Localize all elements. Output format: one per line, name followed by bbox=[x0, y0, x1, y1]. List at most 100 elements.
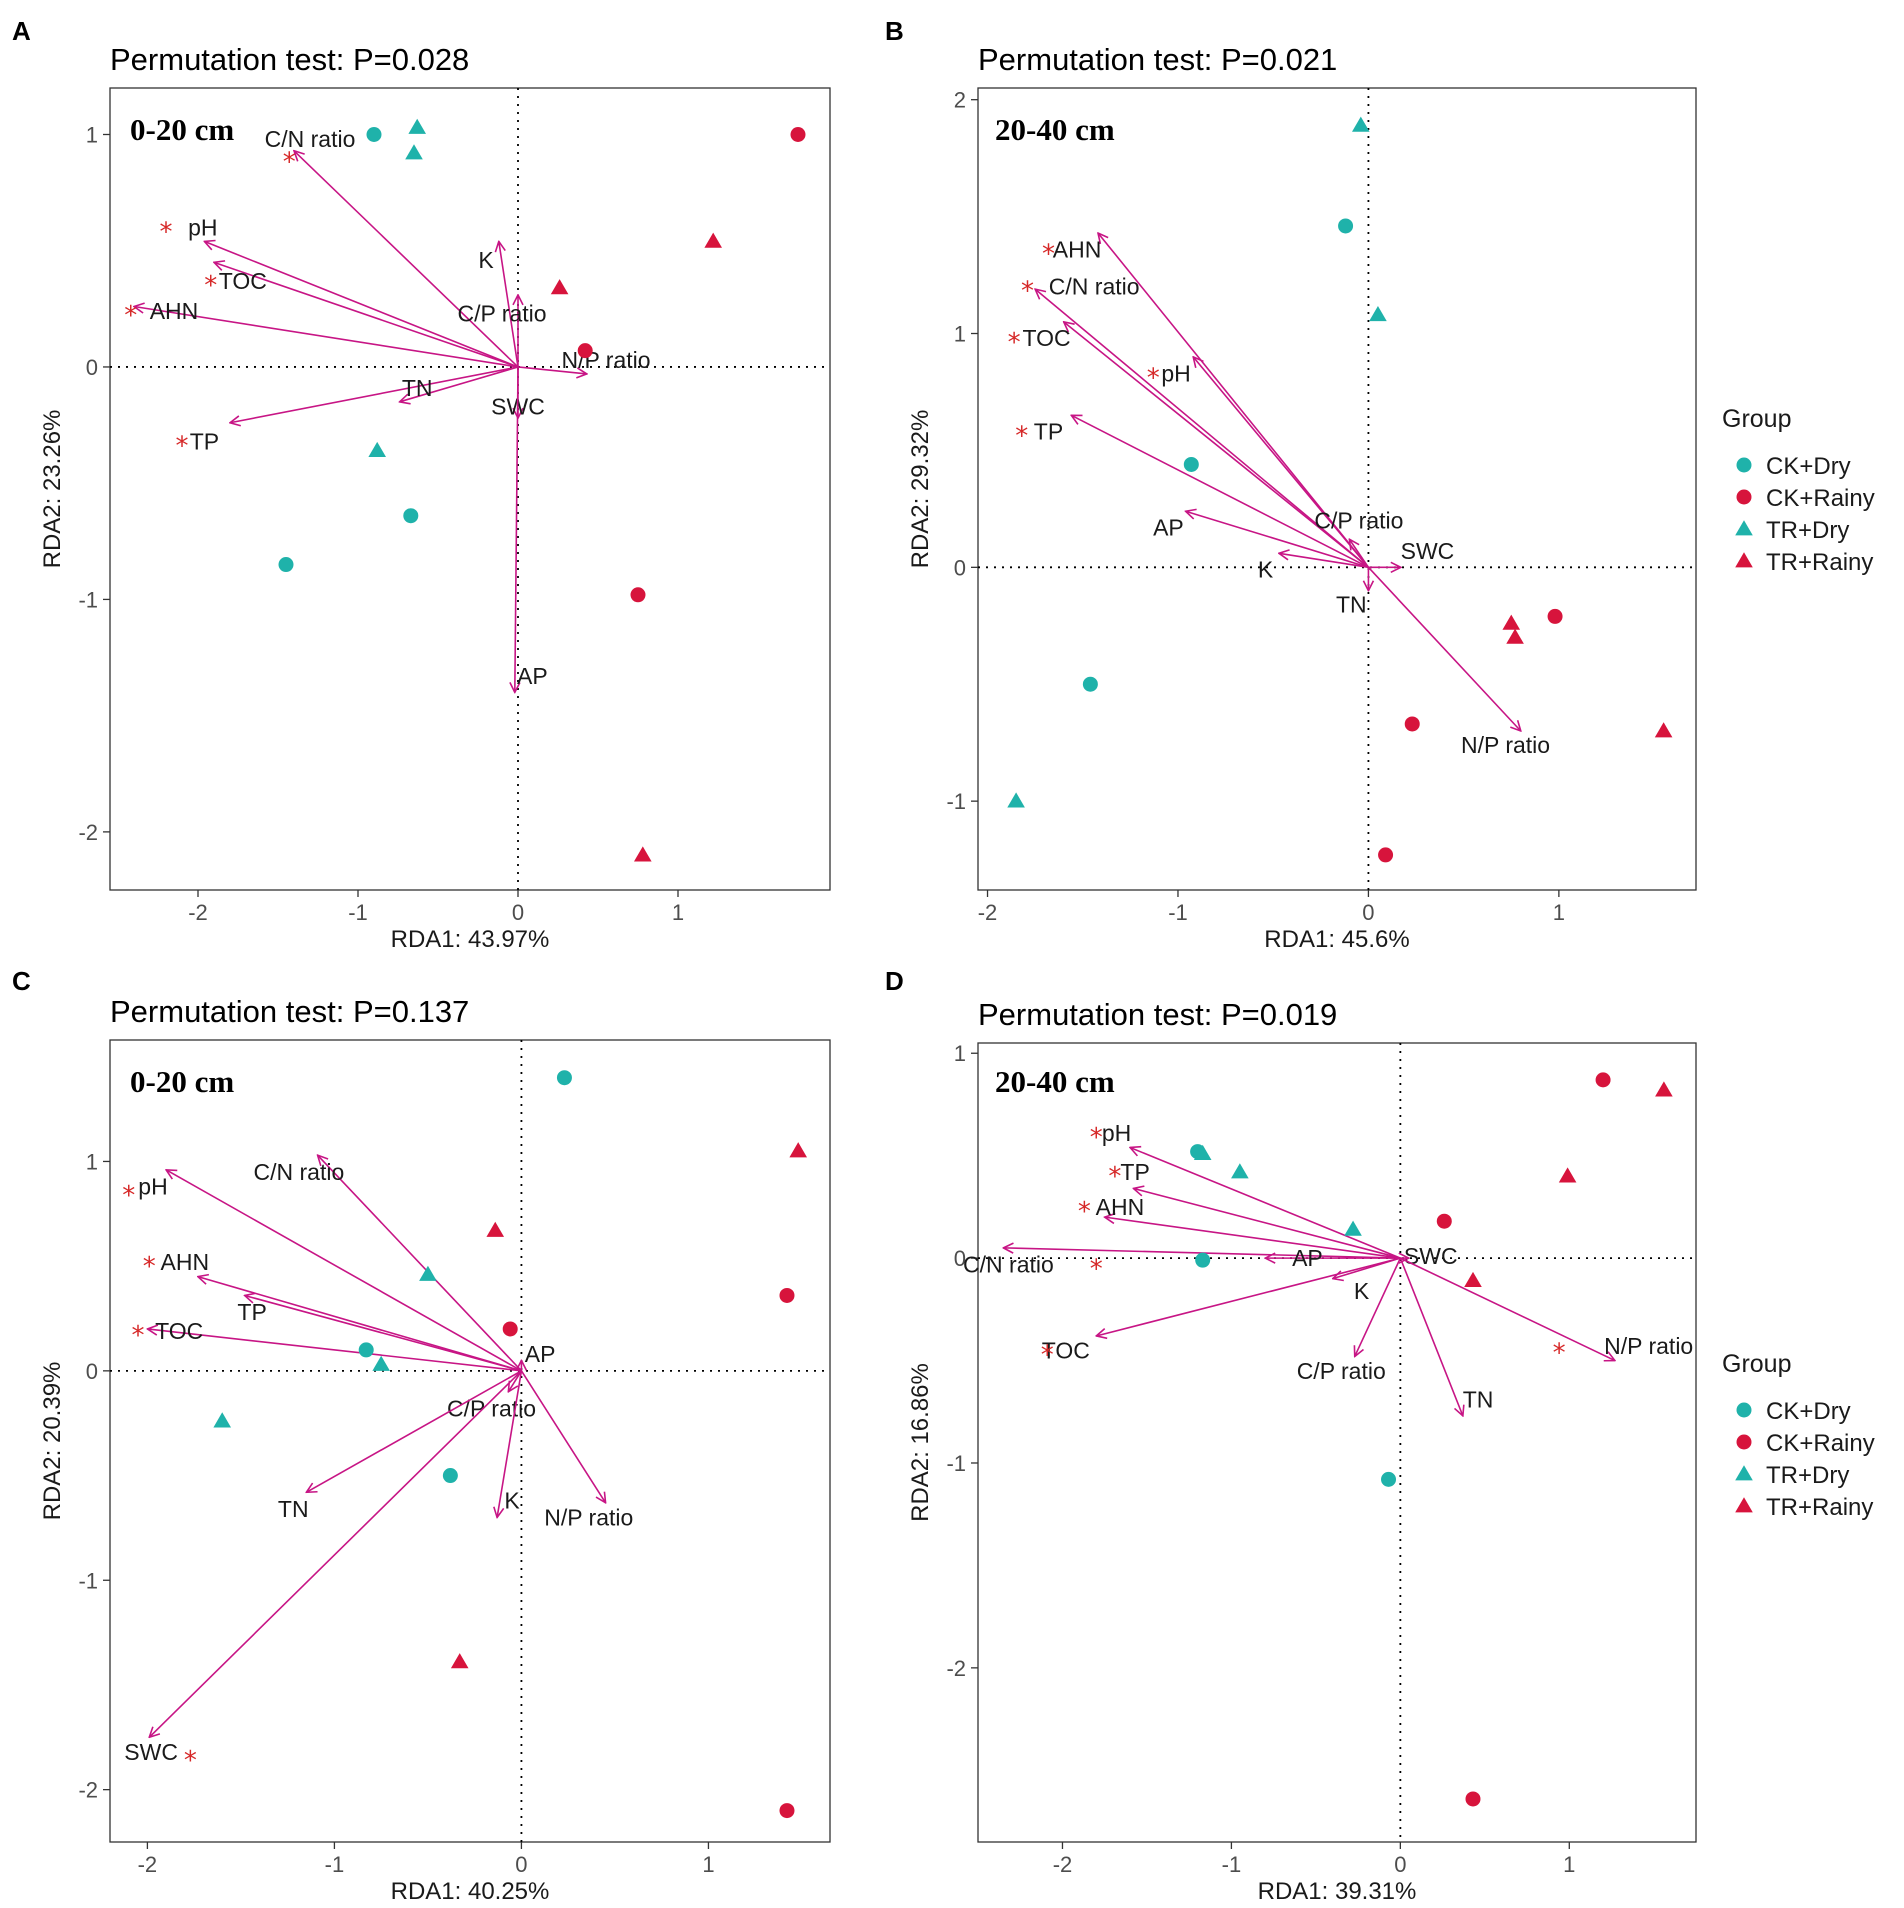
loading-label: K bbox=[1258, 557, 1274, 583]
sample-point bbox=[634, 846, 652, 862]
sample-point bbox=[419, 1265, 437, 1281]
significance-star: * bbox=[176, 431, 189, 461]
loading-label: TOC bbox=[1042, 1337, 1090, 1363]
sample-point bbox=[1464, 1271, 1482, 1287]
loading-label: C/P ratio bbox=[457, 300, 546, 326]
sample-point bbox=[1369, 306, 1387, 322]
loading-label: pH bbox=[188, 214, 217, 240]
y-tick-label: -1 bbox=[946, 789, 966, 814]
x-tick-label: -2 bbox=[188, 900, 208, 925]
loading-arrow bbox=[1367, 566, 1520, 731]
loading-label: TP bbox=[1034, 419, 1063, 445]
loading-arrow bbox=[294, 151, 519, 368]
significance-star: * bbox=[1041, 1340, 1054, 1370]
y-tick-label: 1 bbox=[954, 322, 966, 347]
plot-frame bbox=[109, 87, 831, 891]
sample-point bbox=[1654, 722, 1673, 738]
loading-arrow bbox=[149, 1370, 522, 1737]
sample-point bbox=[1547, 608, 1563, 624]
x-tick-label: 1 bbox=[702, 1852, 714, 1877]
loading-arrow bbox=[1279, 553, 1369, 569]
significance-star: * bbox=[1078, 1197, 1091, 1227]
sample-point bbox=[278, 557, 294, 573]
significance-star: * bbox=[1021, 277, 1034, 307]
loading-label: TN bbox=[402, 375, 433, 401]
y-tick-label: 0 bbox=[86, 355, 98, 380]
loading-label: TN bbox=[278, 1496, 309, 1522]
sample-point bbox=[1404, 716, 1420, 732]
loading-arrow bbox=[147, 1329, 522, 1372]
depth-label: 0-20 cm bbox=[130, 112, 234, 147]
loading-arrow bbox=[134, 307, 519, 368]
x-axis-label: RDA1: 45.6% bbox=[1264, 926, 1409, 953]
y-axis-label: RDA2: 20.39% bbox=[39, 1362, 66, 1521]
sample-point bbox=[366, 126, 382, 142]
panel-letter: A bbox=[12, 16, 31, 46]
legend-label: TR+Dry bbox=[1766, 1462, 1849, 1489]
loading-arrow bbox=[400, 366, 519, 402]
loading-label: C/P ratio bbox=[1314, 508, 1403, 534]
loading-arrow bbox=[245, 1295, 522, 1372]
loading-arrow bbox=[1349, 539, 1370, 568]
legend-key bbox=[1735, 520, 1753, 536]
x-tick-label: 1 bbox=[1563, 1852, 1575, 1877]
sample-point bbox=[789, 1142, 808, 1158]
x-axis-label: RDA1: 43.97% bbox=[391, 926, 550, 953]
loading-arrow bbox=[306, 1370, 522, 1492]
y-tick-label: 1 bbox=[86, 122, 98, 147]
loading-label: AP bbox=[1153, 515, 1184, 541]
loading-label: K bbox=[504, 1488, 520, 1514]
sample-point bbox=[1007, 792, 1025, 808]
y-tick-label: 0 bbox=[954, 555, 966, 580]
sample-point bbox=[1352, 116, 1370, 132]
panel-title: Permutation test: P=0.137 bbox=[110, 994, 469, 1029]
loading-arrow bbox=[1096, 1257, 1401, 1336]
loading-label: AHN bbox=[161, 1249, 210, 1275]
sample-point bbox=[403, 508, 419, 524]
y-tick-label: 1 bbox=[86, 1149, 98, 1174]
loading-label: AP bbox=[525, 1341, 556, 1367]
sample-point bbox=[213, 1412, 232, 1428]
sample-point bbox=[408, 118, 426, 134]
loading-arrow bbox=[497, 1370, 523, 1518]
depth-label: 0-20 cm bbox=[130, 1064, 234, 1099]
legend-title: Group bbox=[1722, 1350, 1791, 1378]
loading-label: AHN bbox=[150, 298, 199, 324]
loading-arrow bbox=[1064, 322, 1369, 568]
x-axis-label: RDA1: 40.25% bbox=[391, 1878, 550, 1905]
significance-star: * bbox=[1147, 363, 1160, 393]
sample-point bbox=[1502, 614, 1521, 630]
loading-arrow bbox=[1400, 1257, 1615, 1360]
panel-title: Permutation test: P=0.028 bbox=[110, 42, 469, 77]
sample-point bbox=[577, 343, 593, 359]
y-tick-label: -2 bbox=[78, 820, 98, 845]
loading-label: AHN bbox=[1053, 236, 1102, 262]
x-tick-label: 0 bbox=[515, 1852, 527, 1877]
sample-point bbox=[405, 144, 423, 160]
loading-arrow bbox=[204, 241, 519, 368]
legend-key bbox=[1735, 1497, 1753, 1513]
legend-key bbox=[1735, 552, 1753, 568]
sample-point bbox=[1381, 1471, 1397, 1487]
loading-arrow bbox=[508, 1370, 523, 1392]
loading-arrow bbox=[517, 366, 587, 374]
x-tick-label: 0 bbox=[512, 900, 524, 925]
sample-point bbox=[442, 1468, 458, 1484]
panel-title: Permutation test: P=0.021 bbox=[978, 42, 1337, 77]
sample-point bbox=[368, 441, 386, 457]
sample-point bbox=[450, 1653, 469, 1669]
legend-key bbox=[1735, 1465, 1753, 1481]
significance-star: * bbox=[1015, 422, 1028, 452]
sample-point bbox=[1193, 1144, 1212, 1160]
sample-point bbox=[1558, 1167, 1577, 1183]
sample-point bbox=[779, 1803, 795, 1819]
loading-arrow bbox=[1133, 1188, 1401, 1259]
loading-arrow bbox=[318, 1155, 523, 1372]
y-tick-label: 0 bbox=[86, 1359, 98, 1384]
loading-label: C/N ratio bbox=[1049, 274, 1140, 300]
sample-point bbox=[1595, 1072, 1611, 1088]
loading-label: TOC bbox=[219, 268, 267, 294]
loading-arrow bbox=[198, 1277, 522, 1372]
sample-point bbox=[1082, 676, 1098, 692]
